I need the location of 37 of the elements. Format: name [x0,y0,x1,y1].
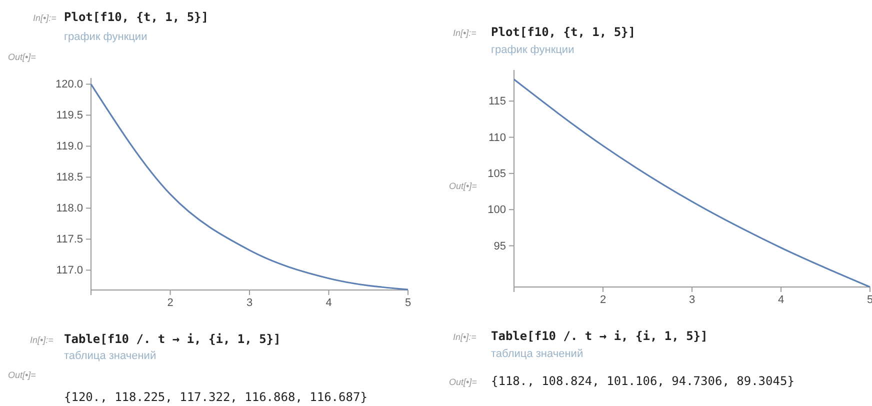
x-tick-label: 3 [246,296,253,309]
text: In[•]:= [453,332,476,342]
y-tick-label: 118.0 [56,202,83,215]
x-tick-label: 2 [600,294,606,306]
text: Plot[f10, {t, 1, 5}] [64,10,208,24]
y-tick-label: 117.5 [56,234,83,246]
text: Out[•]= [449,377,477,387]
text: Out[•]= [449,181,477,191]
text: {118., 108.824, 101.106, 94.7306, 89.3045} [491,374,794,388]
text: Out[•]= [8,370,36,380]
text: таблица значений [491,348,584,360]
y-tick-label: 115 [488,96,506,108]
y-tick-label: 105 [488,168,506,180]
text: Table[f10 /. t → i, {i, 1, 5}] [491,329,708,343]
y-tick-label: 100 [488,204,506,216]
text: график функции [64,31,148,43]
x-tick-label: 4 [326,296,332,309]
y-tick-label: 120.0 [55,78,83,91]
text: In[•]:= [30,335,54,345]
text: Table[f10 /. t → i, {i, 1, 5}] [64,332,281,346]
text: таблица значений [64,350,156,362]
text: In[•]:= [33,13,56,23]
text: Plot[f10, {t, 1, 5}] [491,25,636,39]
x-tick-label: 3 [688,294,696,306]
y-tick-label: 119.5 [56,110,83,122]
x-tick-label: 2 [167,296,174,309]
text: график функции [491,44,574,56]
text: Out[•]= [8,52,36,62]
y-tick-label: 119.0 [56,140,83,153]
text: {120., 118.225, 117.322, 116.868, 116.687} [64,390,368,404]
y-tick-label: 110 [488,132,506,144]
x-tick-label: 5 [404,296,412,309]
y-tick-label: 118.5 [56,172,83,184]
x-tick-label: 4 [778,294,784,306]
y-tick-label: 95 [494,240,506,252]
y-tick-label: 117.0 [56,264,83,277]
text: In[•]:= [453,28,476,38]
